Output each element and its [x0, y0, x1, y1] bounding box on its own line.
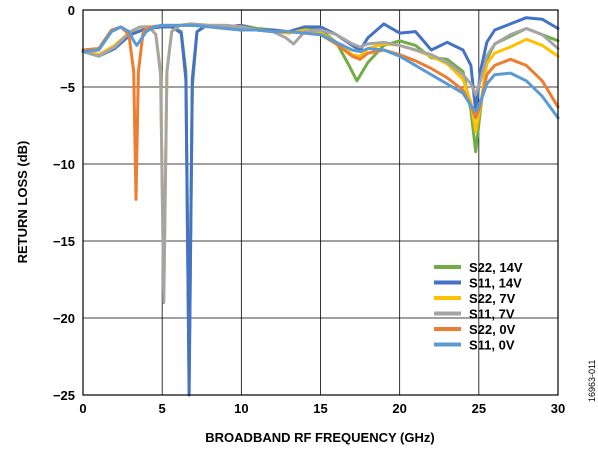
x-tick-label: 10	[234, 401, 248, 416]
legend-label-s11-0v: S11, 0V	[469, 338, 515, 353]
x-tick-label: 15	[313, 401, 327, 416]
legend-label-s11-7v: S11, 7V	[469, 307, 515, 322]
y-tick-label: −15	[53, 234, 75, 249]
y-tick-label: −10	[53, 157, 75, 172]
x-tick-label: 25	[472, 401, 486, 416]
y-tick-label: 0	[68, 3, 75, 18]
x-tick-label: 30	[551, 401, 565, 416]
x-tick-labels: 0 5 10 15 20 25 30	[79, 401, 565, 416]
figure-id: 16963-011	[587, 360, 597, 402]
series-line-s11-0v	[81, 23, 560, 120]
legend-label-s22-0v: S22, 0V	[469, 322, 516, 337]
y-tick-label: −25	[53, 388, 75, 403]
legend-label-s22-14v: S22, 14V	[469, 260, 523, 275]
x-tick-label: 20	[392, 401, 406, 416]
legend-label-s22-7v: S22, 7V	[469, 291, 516, 306]
plot-border	[82, 9, 559, 396]
series-layer	[81, 16, 560, 397]
x-tick-label: 0	[79, 401, 86, 416]
y-tick-label: −5	[60, 80, 75, 95]
legend-label-s11-14v: S11, 14V	[469, 276, 522, 291]
y-tick-label: −20	[53, 311, 75, 326]
y-axis-title: RETURN LOSS (dB)	[15, 141, 30, 264]
x-tick-label: 5	[159, 401, 166, 416]
y-tick-labels: 0 −5 −10 −15 −20 −25	[53, 3, 75, 403]
x-axis-title: BROADBAND RF FREQUENCY (GHz)	[205, 430, 434, 445]
